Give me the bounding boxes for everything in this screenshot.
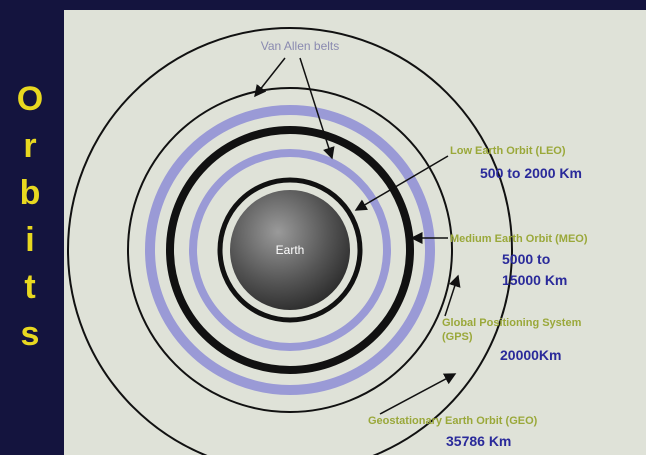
belts-label: Van Allen belts	[261, 39, 340, 53]
orbit-range: 20000Km	[500, 347, 562, 363]
orbit-range: 35786 Km	[446, 433, 511, 449]
orbit-range: 15000 Km	[502, 272, 567, 288]
orbit-range: 5000 to	[502, 251, 550, 267]
sidebar-letter: O	[17, 80, 43, 118]
orbit-range: 500 to 2000 Km	[480, 165, 582, 181]
orbit-name: (GPS)	[442, 331, 473, 343]
orbit-name: Global Positioning System	[442, 317, 582, 329]
sidebar-letter: b	[20, 174, 41, 212]
orbit-name: Medium Earth Orbit (MEO)	[450, 233, 588, 245]
top-bar	[64, 0, 646, 10]
orbit-name: Low Earth Orbit (LEO)	[450, 145, 566, 157]
orbit-name: Geostationary Earth Orbit (GEO)	[368, 415, 538, 427]
sidebar-letter: s	[21, 315, 40, 353]
slide: Orbits Earth Van Allen belts Low Earth O…	[0, 0, 646, 455]
sidebar-letter: r	[23, 127, 36, 165]
sidebar-letter: t	[24, 268, 35, 306]
sidebar-letter: i	[25, 221, 34, 259]
earth-label: Earth	[276, 243, 305, 257]
